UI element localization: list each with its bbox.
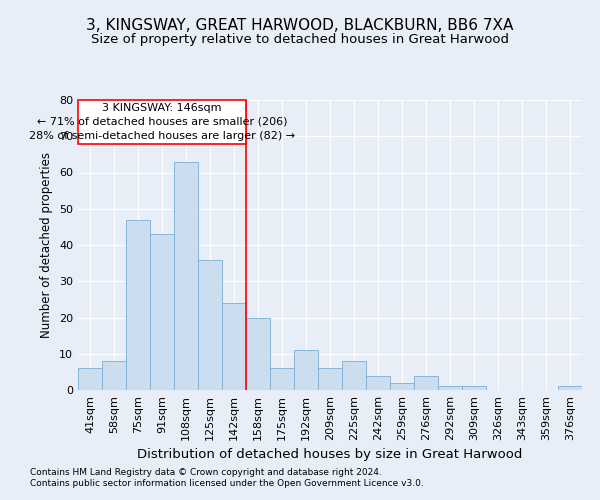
Bar [150,234,174,390]
Bar [78,368,102,390]
Text: 3 KINGSWAY: 146sqm
← 71% of detached houses are smaller (206)
28% of semi-detach: 3 KINGSWAY: 146sqm ← 71% of detached hou… [29,103,295,141]
Bar [318,368,342,390]
Bar [222,303,246,390]
Bar [438,386,462,390]
Bar [414,376,438,390]
Bar [462,386,486,390]
FancyBboxPatch shape [78,100,246,144]
X-axis label: Distribution of detached houses by size in Great Harwood: Distribution of detached houses by size … [137,448,523,462]
Bar [198,260,222,390]
Y-axis label: Number of detached properties: Number of detached properties [40,152,53,338]
Bar [366,376,390,390]
Bar [270,368,294,390]
Text: Contains HM Land Registry data © Crown copyright and database right 2024.
Contai: Contains HM Land Registry data © Crown c… [30,468,424,487]
Bar [174,162,198,390]
Bar [390,383,414,390]
Bar [102,361,126,390]
Bar [342,361,366,390]
Text: Size of property relative to detached houses in Great Harwood: Size of property relative to detached ho… [91,32,509,46]
Bar [126,220,150,390]
Bar [246,318,270,390]
Bar [558,386,582,390]
Text: 3, KINGSWAY, GREAT HARWOOD, BLACKBURN, BB6 7XA: 3, KINGSWAY, GREAT HARWOOD, BLACKBURN, B… [86,18,514,32]
Bar [294,350,318,390]
